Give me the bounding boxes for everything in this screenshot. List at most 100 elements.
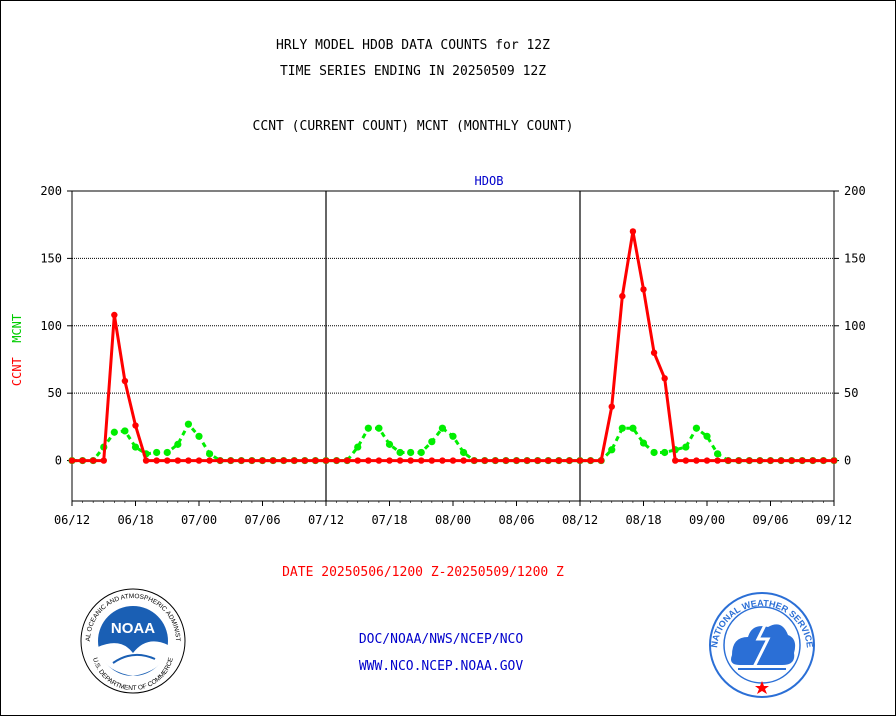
y-tick-label: 200 [40, 184, 62, 198]
data-point-ccnt [100, 457, 107, 464]
chart-subtitle: TIME SERIES ENDING IN 20250509 12Z [279, 64, 547, 79]
data-point-ccnt [121, 377, 129, 385]
data-point-ccnt [164, 457, 171, 464]
data-point-ccnt [227, 457, 234, 464]
x-tick-label: 07/06 [244, 513, 280, 527]
legend-description: CCNT (CURRENT COUNT) MCNT (MONTHLY COUNT… [252, 119, 574, 134]
website-text: WWW.NCO.NCEP.NOAA.GOV [358, 659, 524, 674]
data-point-ccnt [830, 457, 838, 464]
data-point-mcnt [618, 424, 626, 432]
data-point-ccnt [576, 457, 584, 464]
data-point-mcnt [629, 424, 637, 432]
y-tick-label: 0 [55, 454, 62, 468]
data-point-ccnt [322, 457, 330, 464]
data-point-mcnt [428, 438, 436, 446]
data-point-ccnt [724, 457, 732, 464]
x-tick-label: 07/12 [308, 513, 344, 527]
data-point-ccnt [396, 457, 404, 464]
data-point-ccnt [777, 457, 785, 464]
data-point-ccnt [343, 457, 351, 464]
data-point-mcnt [174, 440, 182, 448]
data-point-ccnt [809, 457, 817, 464]
date-range: DATE 20250506/1200 Z-20250509/1200 Z [282, 565, 564, 580]
data-point-mcnt [375, 424, 383, 432]
data-point-ccnt [195, 457, 203, 464]
data-point-ccnt [386, 457, 393, 464]
data-point-mcnt [205, 450, 214, 458]
data-point-ccnt [132, 422, 139, 429]
data-point-ccnt [68, 457, 76, 464]
data-point-mcnt [438, 424, 447, 432]
data-point-ccnt [238, 457, 245, 464]
data-point-ccnt [280, 457, 287, 464]
data-point-mcnt [682, 443, 690, 451]
data-point-ccnt [714, 457, 721, 464]
data-point-ccnt [153, 457, 160, 464]
data-point-mcnt [608, 446, 616, 454]
data-point-ccnt [439, 457, 446, 464]
data-point-mcnt [449, 432, 457, 440]
data-point-ccnt [481, 457, 488, 464]
data-point-ccnt [640, 286, 647, 293]
data-point-ccnt [534, 457, 541, 464]
data-point-mcnt [385, 440, 394, 448]
data-point-ccnt [418, 457, 425, 464]
y-tick-label-right: 0 [844, 454, 851, 468]
data-point-ccnt [597, 457, 605, 464]
data-point-ccnt [587, 457, 594, 464]
data-point-ccnt [460, 457, 467, 464]
data-point-ccnt [650, 349, 658, 356]
chart-title: HRLY MODEL HDOB DATA COUNTS for 12Z [276, 38, 550, 53]
x-tick-label: 08/18 [625, 513, 661, 527]
x-tick-label: 09/00 [689, 513, 725, 527]
x-tick-label: 08/12 [562, 513, 598, 527]
y-tick-label: 50 [48, 386, 62, 400]
x-tick-label: 06/12 [54, 513, 90, 527]
data-point-ccnt [502, 457, 510, 464]
data-point-ccnt [799, 457, 806, 464]
data-point-ccnt [735, 457, 742, 464]
data-point-ccnt [259, 457, 266, 464]
data-point-ccnt [608, 403, 615, 410]
y-tick-label-right: 200 [844, 184, 866, 198]
y-tick-label: 150 [40, 251, 62, 265]
data-point-mcnt [121, 427, 129, 435]
data-point-mcnt [195, 432, 203, 440]
data-point-ccnt [693, 457, 700, 464]
x-tick-label: 09/06 [752, 513, 788, 527]
data-point-ccnt [79, 457, 86, 464]
data-point-ccnt [756, 457, 764, 464]
data-point-ccnt [428, 457, 436, 464]
data-point-mcnt [459, 448, 468, 457]
data-point-ccnt [407, 457, 414, 464]
data-point-ccnt [185, 457, 192, 464]
data-point-mcnt [110, 428, 118, 436]
data-point-ccnt [682, 457, 690, 464]
data-point-ccnt [142, 457, 150, 464]
data-point-mcnt [163, 448, 171, 457]
data-point-ccnt [365, 457, 372, 464]
data-point-ccnt [767, 457, 774, 464]
data-point-ccnt [566, 457, 573, 464]
x-tick-label: 08/00 [435, 513, 471, 527]
noaa-logo: NOAA NATIONAL OCEANIC AND ATMOSPHERIC AD… [80, 588, 186, 694]
data-point-ccnt [703, 457, 711, 464]
data-point-mcnt [639, 439, 648, 447]
data-point-ccnt [746, 457, 753, 464]
data-point-ccnt [619, 292, 626, 300]
data-point-ccnt [301, 457, 309, 464]
data-point-ccnt [354, 457, 361, 464]
data-point-mcnt [354, 443, 362, 451]
data-point-mcnt [661, 448, 669, 457]
x-tick-label: 06/18 [117, 513, 153, 527]
x-tick-label: 07/18 [371, 513, 407, 527]
data-point-ccnt [206, 457, 213, 464]
y-tick-label-right: 150 [844, 251, 866, 265]
data-point-ccnt [672, 457, 679, 464]
data-point-mcnt [364, 424, 372, 432]
data-point-ccnt [629, 228, 637, 235]
data-point-ccnt [269, 457, 277, 464]
data-point-ccnt [216, 457, 224, 464]
data-point-ccnt [449, 457, 457, 464]
data-point-ccnt [820, 457, 827, 464]
